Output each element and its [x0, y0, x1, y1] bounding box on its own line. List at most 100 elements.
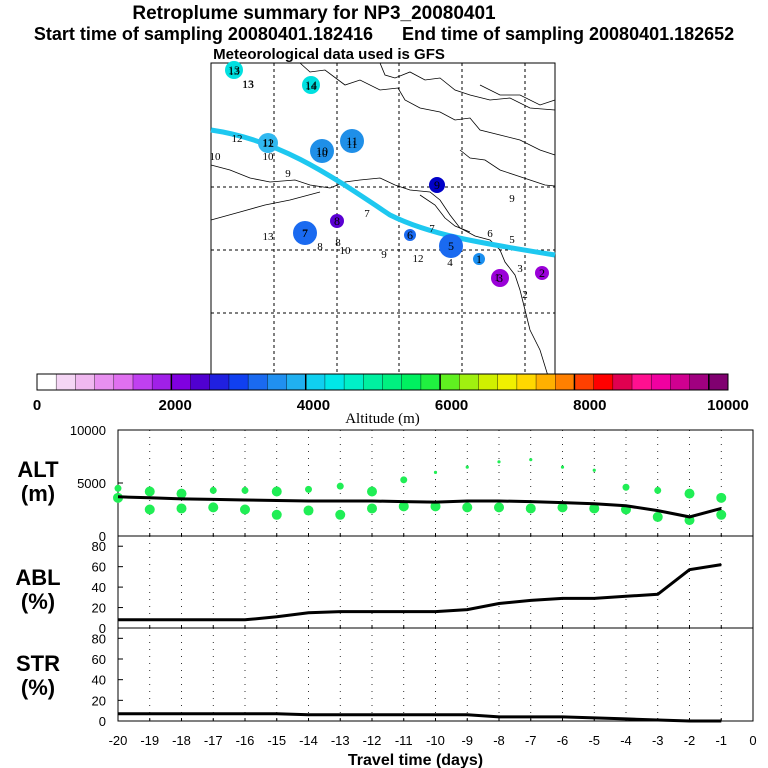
marker-dot [404, 229, 416, 241]
colorbar-swatch [132, 374, 153, 390]
x-tick-label: -3 [652, 733, 664, 748]
altitude-point [557, 502, 568, 513]
altitude-point [398, 501, 409, 512]
marker-label: 14 [305, 78, 317, 92]
marker-label: 11 [346, 134, 358, 148]
y-tick-label: 0 [99, 621, 106, 636]
altitude-point [494, 502, 504, 513]
colorbar-tick: 6000 [435, 397, 468, 414]
x-axis-label: Travel time (days) [348, 752, 483, 768]
panel-str: 80 60 40 20 0 [92, 627, 754, 729]
altitude-colorbar: 0 2000 4000 6000 8000 10000 Altitude (m) [33, 373, 749, 427]
map-marker: 13 [225, 61, 243, 79]
abl-label: ABL (%) [14, 566, 62, 614]
colorbar-swatch [324, 374, 345, 390]
altitude-point [144, 486, 155, 497]
colorbar-swatch [401, 374, 422, 390]
y-tick-label: 40 [92, 580, 106, 595]
marker-dot [439, 234, 463, 258]
y-tick-label: 0 [99, 714, 106, 729]
day-tick-label: 12 [413, 253, 424, 265]
colorbar-swatch [152, 374, 172, 390]
colorbar-swatch [113, 374, 134, 390]
y-tick-label: 60 [92, 560, 106, 575]
colorbar-swatch [267, 374, 288, 390]
day-tick-label: 9 [381, 249, 387, 261]
altitude-point [652, 511, 663, 522]
day-tick-label: 7 [429, 223, 435, 235]
altitude-point [209, 486, 217, 494]
colorbar-swatch [478, 374, 499, 390]
x-tick-label: -17 [204, 733, 223, 748]
altitude-point [240, 504, 250, 515]
altitude-point [560, 465, 565, 469]
marker-dot [293, 221, 317, 245]
map-marker: 1 [473, 252, 485, 266]
x-tick-label: -5 [588, 733, 600, 748]
str-label-line1: STR [16, 651, 60, 676]
alt-label-line1: ALT [17, 457, 59, 482]
colorbar-swatch [37, 374, 57, 390]
colorbar-swatch [382, 374, 403, 390]
x-tick-label: -9 [461, 733, 473, 748]
x-tick-label: -4 [620, 733, 632, 748]
map-marker: 9 [429, 177, 445, 193]
x-tick-label: -13 [331, 733, 350, 748]
y-tick-label: 80 [92, 539, 106, 554]
y-tick-label: 80 [92, 631, 106, 646]
abl-label-line2: (%) [20, 589, 56, 614]
altitude-point [684, 488, 695, 499]
alt-label: ALT (m) [14, 458, 62, 506]
altitude-point [589, 503, 600, 514]
end-time: End time of sampling 20080401.182652 [402, 24, 735, 44]
altitude-point [241, 486, 249, 494]
marker-label: 13 [242, 77, 254, 91]
start-time: Start time of sampling 20080401.182416 [33, 24, 373, 44]
y-tick-label: 20 [92, 693, 106, 708]
altitude-point [462, 502, 473, 513]
day-tick-label: 7 [302, 228, 308, 240]
chart-title: Retroplume summary for NP3_20080401 [132, 3, 496, 24]
colorbar-tick: 10000 [707, 397, 749, 414]
colorbar-label: Altitude (m) [345, 411, 420, 427]
x-tick-label: -14 [299, 733, 318, 748]
marker-label: 3 [497, 271, 503, 285]
altitude-point [622, 483, 630, 491]
marker-dot [242, 78, 254, 90]
x-tick-label: -20 [109, 733, 128, 748]
altitude-point [654, 486, 662, 494]
day-tick-label: 10 [340, 245, 352, 257]
colorbar-swatch [171, 374, 192, 390]
colorbar-tick: 2000 [159, 397, 192, 414]
marker-dot [258, 133, 278, 153]
marker-dot [330, 214, 344, 228]
series-line [118, 563, 722, 622]
altitude-point [271, 509, 282, 520]
marker-dot [429, 177, 445, 193]
series-line [118, 712, 722, 723]
series-line [117, 495, 722, 519]
colorbar-swatch [228, 374, 249, 390]
colorbar-swatch [459, 374, 479, 390]
altitude-point [305, 485, 312, 493]
marker-dot [491, 269, 509, 287]
y-tick-label: 0 [99, 529, 106, 544]
colorbar-swatch [363, 374, 383, 390]
x-tick-label: -12 [363, 733, 382, 748]
colorbar-swatch [632, 374, 652, 390]
day-tick-label: 8 [335, 237, 341, 249]
day-tick-label: 11 [347, 139, 358, 151]
str-label: STR (%) [14, 652, 62, 700]
abl-label-line1: ABL [15, 565, 61, 590]
altitude-point [176, 488, 187, 499]
colorbar-tick: 0 [33, 397, 41, 414]
colorbar-tick: 4000 [297, 397, 330, 414]
map-frame [210, 62, 556, 377]
altitude-point [335, 509, 346, 520]
colorbar-swatch [305, 374, 326, 390]
map-marker: 11 [340, 129, 364, 153]
colorbar-swatch [286, 374, 307, 390]
